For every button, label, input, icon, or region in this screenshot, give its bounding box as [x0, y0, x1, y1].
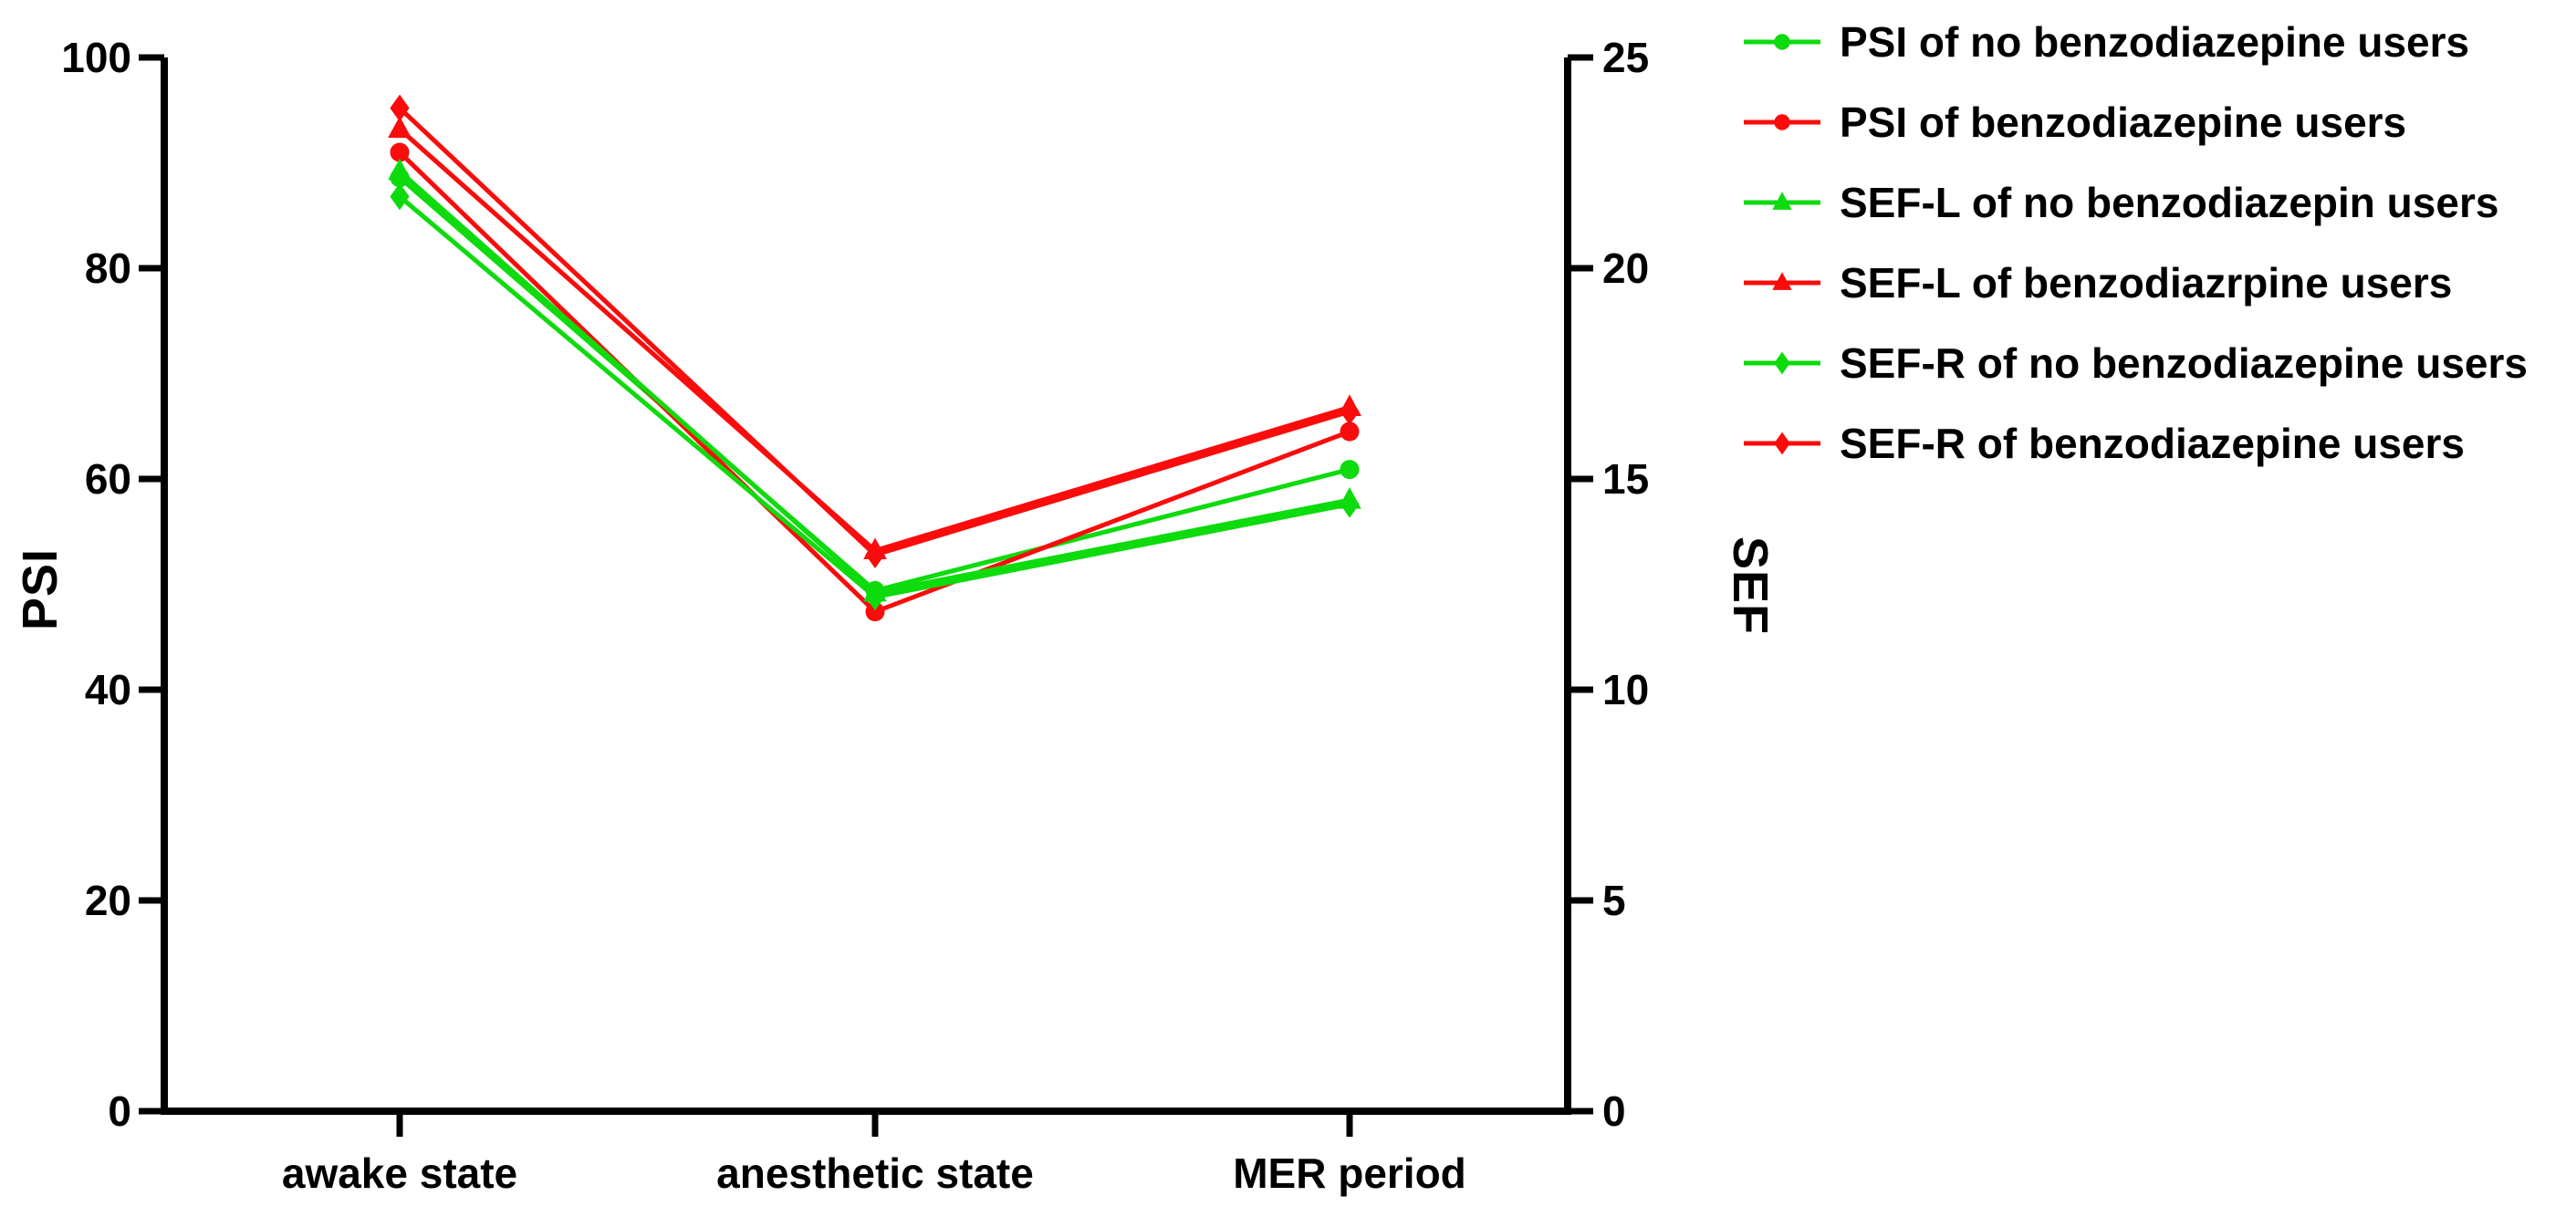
data-point-sef-r-of-benzodiazepine-users-mer-period [1340, 398, 1360, 425]
diamond-marker-icon [1774, 432, 1790, 455]
left-axis-tick-label: 60 [85, 455, 131, 503]
legend-label: SEF-L of benzodiazrpine users [1840, 259, 2453, 307]
legend-item-sef-r-of-benzodiazepine-users: SEF-R of benzodiazepine users [1741, 403, 2528, 484]
legend-label: PSI of benzodiazepine users [1840, 99, 2407, 146]
left-axis-tick-label: 0 [108, 1087, 131, 1135]
left-axis-title: PSI [13, 548, 68, 630]
right-axis-tick-label: 10 [1602, 666, 1649, 713]
legend-label: SEF-R of no benzodiazepine users [1840, 339, 2528, 387]
legend-diamond-icon [1744, 351, 1820, 375]
data-point-sef-r-of-benzodiazepine-users-anesthetic-state [865, 541, 885, 569]
legend-circle-icon [1744, 114, 1820, 130]
legend-label: PSI of no benzodiazepine users [1840, 18, 2470, 66]
data-point-sef-r-of-no-benzodiazepine-users-awake-state [390, 182, 410, 211]
left-axis-tick-label: 20 [85, 877, 131, 924]
x-axis-label-mer-period: MER period [1233, 1149, 1466, 1197]
x-axis-label-anesthetic-state: anesthetic state [716, 1149, 1034, 1197]
legend-item-psi-of-no-benzodiazepine-users: PSI of no benzodiazepine users [1741, 2, 2528, 82]
right-axis-tick-label: 20 [1602, 244, 1649, 292]
triangle-marker-icon [1772, 192, 1792, 210]
right-axis-tick-label: 0 [1602, 1087, 1626, 1135]
legend-label: SEF-L of no benzodiazepin users [1840, 179, 2499, 226]
data-point-psi-of-no-benzodiazepine-users-mer-period [1340, 460, 1360, 480]
right-axis-tick-label: 25 [1602, 34, 1649, 81]
legend-triangle-icon [1744, 272, 1820, 290]
axis-frame [161, 57, 1571, 1115]
circle-marker-icon [1774, 114, 1790, 130]
right-axis-title: SEF [1723, 536, 1778, 635]
circle-marker-icon [1774, 34, 1790, 50]
legend-label: SEF-R of benzodiazepine users [1840, 420, 2465, 467]
legend-triangle-icon [1744, 192, 1820, 210]
legend-diamond-icon [1744, 432, 1820, 455]
data-point-sef-r-of-benzodiazepine-users-awake-state [390, 94, 410, 122]
triangle-marker-icon [1772, 272, 1792, 290]
legend-item-sef-l-of-no-benzodiazepin-users: SEF-L of no benzodiazepin users [1741, 162, 2528, 243]
data-point-sef-r-of-no-benzodiazepine-users-mer-period [1340, 490, 1360, 518]
data-point-psi-of-benzodiazepine-users-mer-period [1340, 421, 1360, 442]
data-point-sef-r-of-no-benzodiazepine-users-anesthetic-state [865, 583, 885, 611]
right-axis-tick-label: 5 [1602, 877, 1626, 924]
data-point-sef-l-of-benzodiazrpine-users-awake-state [388, 116, 412, 139]
left-axis-tick-label: 100 [61, 34, 131, 81]
legend-item-psi-of-benzodiazepine-users: PSI of benzodiazepine users [1741, 82, 2528, 162]
legend-item-sef-l-of-benzodiazrpine-users: SEF-L of benzodiazrpine users [1741, 243, 2528, 323]
data-point-sef-l-of-no-benzodiazepin-users-awake-state [388, 158, 412, 181]
diamond-marker-icon [1774, 351, 1790, 375]
legend-item-sef-r-of-no-benzodiazepine-users: SEF-R of no benzodiazepine users [1741, 323, 2528, 403]
chart-legend: PSI of no benzodiazepine users PSI of ben… [1741, 2, 2528, 484]
right-axis-tick-label: 15 [1602, 455, 1649, 503]
legend-circle-icon [1744, 34, 1820, 50]
left-axis-tick-label: 80 [85, 244, 131, 292]
x-axis-label-awake-state: awake state [282, 1149, 517, 1197]
series-line-sef-l-of-no-benzodiazepin-users [398, 169, 1351, 596]
left-axis-tick-label: 40 [85, 666, 131, 713]
